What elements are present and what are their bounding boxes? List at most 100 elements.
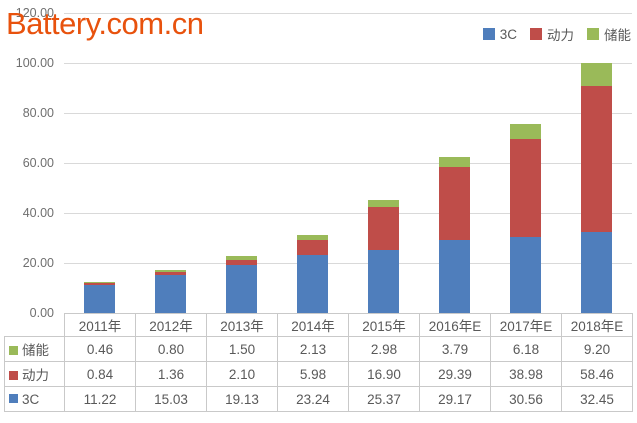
legend-label: 动力 [547, 28, 574, 43]
y-axis-tick-label: 80.00 [22, 106, 54, 120]
legend-item-储能: 储能 [587, 24, 631, 44]
table-value-cell: 0.84 [64, 361, 136, 387]
series-swatch-icon [9, 370, 18, 380]
bar-segment-3C [581, 231, 612, 313]
bar-segment-动力 [84, 282, 115, 285]
table-value-cell: 6.18 [490, 336, 562, 362]
bar-segment-动力 [297, 239, 328, 255]
legend-item-动力: 动力 [530, 24, 574, 44]
table-value-cell: 15.03 [135, 386, 207, 412]
table-row-header: 3C [4, 386, 65, 412]
table-year-header: 2016年E [419, 313, 491, 337]
table-value-cell: 29.17 [419, 386, 491, 412]
gridline [64, 63, 632, 64]
table-value-cell: 2.13 [277, 336, 349, 362]
table-value-cell: 5.98 [277, 361, 349, 387]
table-value-cell: 25.37 [348, 386, 420, 412]
gridline [64, 13, 632, 14]
table-year-header: 2014年 [277, 313, 349, 337]
bar-segment-动力 [368, 207, 399, 250]
table-value-cell: 23.24 [277, 386, 349, 412]
bar-segment-动力 [510, 139, 541, 237]
legend-label: 3C [499, 26, 517, 42]
bar-segment-3C [439, 240, 470, 313]
bar-segment-3C [510, 236, 541, 313]
table-value-cell: 2.10 [206, 361, 278, 387]
bar-segment-动力 [581, 85, 612, 232]
table-value-cell: 32.45 [561, 386, 633, 412]
chart-legend: 3C 动力 储能 [482, 24, 631, 44]
table-row-header: 储能 [4, 336, 65, 362]
series-swatch-icon [9, 345, 18, 355]
gridline [64, 213, 632, 214]
table-header-row: 2011年 2012年 2013年 2014年 2015年 2016年E 2017年E 201… [4, 313, 633, 337]
y-axis: 0.00 20.00 40.00 60.00 80.00 100.00 120.00 [0, 0, 54, 423]
bar-stack-2014年 [297, 234, 328, 313]
table-value-cell: 38.98 [490, 361, 562, 387]
table-year-header: 2015年 [348, 313, 420, 337]
table-value-cell: 29.39 [419, 361, 491, 387]
legend-swatch-icon [482, 28, 495, 40]
table-value-cell: 30.56 [490, 386, 562, 412]
table-year-header: 2018年E [561, 313, 633, 337]
bar-stack-2017年E [510, 123, 541, 313]
table-value-cell: 1.50 [206, 336, 278, 362]
bar-segment-3C [84, 284, 115, 313]
y-axis-tick-label: 60.00 [22, 156, 54, 170]
table-value-cell: 9.20 [561, 336, 633, 362]
bar-segment-储能 [439, 157, 470, 167]
table-year-header: 2017年E [490, 313, 562, 337]
bar-segment-3C [155, 275, 186, 313]
watermark-text: Battery.com.cn [6, 6, 204, 41]
series-swatch-icon [9, 394, 18, 404]
legend-item-3C: 3C [482, 26, 517, 42]
y-axis-tick-label: 20.00 [22, 256, 54, 270]
table-year-header: 2013年 [206, 313, 278, 337]
bar-segment-储能 [368, 199, 399, 208]
bar-segment-储能 [510, 123, 541, 140]
table-value-cell: 3.79 [419, 336, 491, 362]
table-value-cell: 0.80 [135, 336, 207, 362]
table-value-cell: 1.36 [135, 361, 207, 387]
table-year-header: 2012年 [135, 313, 207, 337]
table-value-cell: 11.22 [64, 386, 136, 412]
legend-swatch-icon [530, 28, 542, 40]
bar-segment-3C [368, 249, 399, 313]
table-value-cell: 2.98 [348, 336, 420, 362]
legend-swatch-icon [587, 28, 599, 40]
gridline [64, 163, 632, 164]
table-corner-cell [4, 313, 65, 337]
bar-segment-储能 [226, 256, 257, 260]
table-value-cell: 19.13 [206, 386, 278, 412]
bar-segment-储能 [84, 281, 115, 283]
bar-segment-动力 [439, 166, 470, 241]
table-row-储能: 储能 0.46 0.80 1.50 2.13 2.98 3.79 6.18 9.20 [4, 336, 633, 362]
bar-segment-动力 [155, 272, 186, 276]
bar-segment-动力 [226, 259, 257, 266]
bar-segment-储能 [155, 270, 186, 273]
bar-segment-储能 [297, 234, 328, 240]
y-axis-tick-label: 120.00 [15, 6, 54, 20]
gridline [64, 263, 632, 264]
bar-stack-2016年E [439, 157, 470, 313]
table-value-cell: 0.46 [64, 336, 136, 362]
bar-stack-2011年 [84, 281, 115, 313]
gridline [64, 113, 632, 114]
table-row-3C: 3C 11.22 15.03 19.13 23.24 25.37 29.17 30.56 32.… [4, 386, 633, 412]
bar-stack-2013年 [226, 256, 257, 313]
bar-stack-2012年 [155, 270, 186, 313]
bar-segment-储能 [581, 62, 612, 86]
table-row-header: 动力 [4, 361, 65, 387]
bar-stack-2015年 [368, 199, 399, 313]
bar-stack-2018年E [581, 62, 612, 313]
data-table: 2011年 2012年 2013年 2014年 2015年 2016年E 2017年E 201… [4, 313, 633, 412]
plot-area [64, 13, 632, 313]
table-value-cell: 58.46 [561, 361, 633, 387]
table-year-header: 2011年 [64, 313, 136, 337]
legend-label: 储能 [604, 28, 631, 43]
y-axis-tick-label: 100.00 [15, 56, 54, 70]
bar-segment-3C [297, 254, 328, 313]
y-axis-tick-label: 40.00 [22, 206, 54, 220]
table-row-动力: 动力 0.84 1.36 2.10 5.98 16.90 29.39 38.98 58.46 [4, 361, 633, 387]
